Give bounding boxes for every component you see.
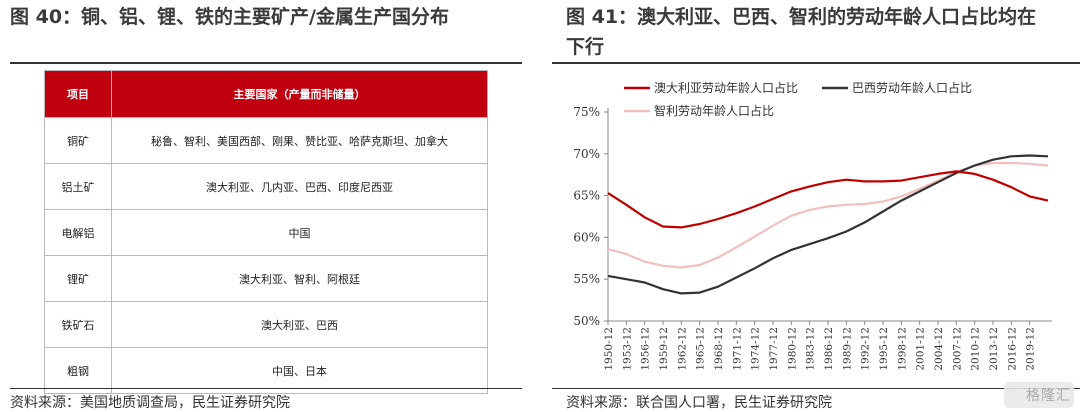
x-tick-label: 2016-12 (1006, 327, 1018, 371)
legend-brazil-label: 巴西劳动年龄人口占比 (852, 80, 972, 95)
x-tick-label: 2001-12 (915, 327, 927, 371)
x-tick-label: 1953-12 (621, 327, 633, 371)
x-tick-label: 1965-12 (695, 327, 707, 371)
row-item-cell: 粗钢 (44, 347, 112, 394)
y-tick-label: 55% (573, 272, 600, 286)
x-tick-label: 2010-12 (970, 327, 982, 371)
figure-40-bottom-rule (10, 388, 522, 389)
brazil-series-line (607, 154, 1049, 295)
figure-40-source: 资料来源：美国地质调查局，民生证券研究院 (10, 395, 290, 411)
x-tick-label: 1995-12 (878, 327, 890, 371)
x-tick-label: 2013-12 (988, 327, 1000, 371)
chile-series-line (607, 161, 1049, 269)
table-row: 粗钢 中国、日本 (44, 347, 488, 394)
table-header-row: 项目 主要国家（产量而非储量） (44, 70, 488, 118)
row-countries-cell: 澳大利亚、智利、阿根廷 (111, 255, 488, 302)
y-tick-label: 50% (573, 314, 600, 328)
row-countries-cell: 中国 (111, 209, 488, 256)
header-item: 项目 (44, 70, 112, 118)
row-countries-cell: 中国、日本 (111, 347, 488, 394)
x-tick-label: 1977-12 (768, 327, 780, 371)
australia-series-line (607, 170, 1049, 229)
table-row: 铜矿 秘鲁、智利、美国西部、刚果、赞比亚、哈萨克斯坦、加拿大 (44, 117, 488, 164)
table-row: 锂矿 澳大利亚、智利、阿根廷 (44, 255, 488, 302)
watermark-logo: 格隆汇 (1004, 382, 1074, 408)
legend-chile-label: 智利劳动年龄人口占比 (654, 103, 774, 118)
y-tick-label: 70% (573, 147, 600, 161)
row-item-cell: 铁矿石 (44, 301, 112, 348)
x-tick-label: 1998-12 (896, 327, 908, 371)
x-tick-label: 1968-12 (713, 327, 725, 371)
row-countries-cell: 澳大利亚、几内亚、巴西、印度尼西亚 (111, 163, 488, 210)
figure-41-title: 图 41：澳大利亚、巴西、智利的劳动年龄人口占比均在 下行 (566, 2, 1036, 62)
table-row: 铁矿石 澳大利亚、巴西 (44, 301, 488, 348)
y-tick-label: 75% (573, 105, 600, 119)
x-tick-label: 1950-12 (603, 327, 615, 371)
y-tick-label: 65% (573, 189, 600, 203)
minerals-table: 项目 主要国家（产量而非储量） 铜矿 秘鲁、智利、美国西部、刚果、赞比亚、哈萨克… (44, 70, 488, 394)
figure-41-title-line1: 图 41：澳大利亚、巴西、智利的劳动年龄人口占比均在 (566, 6, 1037, 28)
x-tick-label: 2007-12 (951, 327, 963, 371)
figure-41-top-rule (552, 62, 1080, 64)
x-tick-label: 1959-12 (658, 327, 670, 371)
x-tick-label: 1974-12 (750, 327, 762, 371)
watermark-text: 格隆汇 (1026, 388, 1071, 404)
row-countries-cell: 澳大利亚、巴西 (111, 301, 488, 348)
x-tick-label: 1962-12 (676, 327, 688, 371)
row-item-cell: 电解铝 (44, 209, 112, 256)
figure-41-title-line2: 下行 (566, 36, 605, 58)
y-tick-label: 60% (573, 230, 600, 244)
row-item-cell: 锂矿 (44, 255, 112, 302)
labor-share-line-chart: 50% 55% 60% 65% 70% 75% 1950-12 1953-12 1956-12 1… (573, 80, 1052, 371)
x-tick-label: 1986-12 (823, 327, 835, 371)
x-tick-label: 1956-12 (640, 327, 652, 371)
row-countries-cell: 秘鲁、智利、美国西部、刚果、赞比亚、哈萨克斯坦、加拿大 (111, 117, 488, 164)
x-tick-label: 2004-12 (933, 327, 945, 371)
header-countries: 主要国家（产量而非储量） (111, 70, 488, 118)
table-row: 铝土矿 澳大利亚、几内亚、巴西、印度尼西亚 (44, 163, 488, 210)
x-tick-label: 1992-12 (860, 327, 872, 371)
legend-australia-label: 澳大利亚劳动年龄人口占比 (654, 80, 798, 95)
x-tick-label: 2019-12 (1025, 327, 1037, 371)
x-tick-label: 1971-12 (731, 327, 743, 371)
row-item-cell: 铝土矿 (44, 163, 112, 210)
row-item-cell: 铜矿 (44, 117, 112, 164)
x-tick-label: 1980-12 (786, 327, 798, 371)
figure-40-title: 图 40：铜、铝、锂、铁的主要矿产/金属生产国分布 (10, 6, 449, 28)
x-tick-label: 1989-12 (841, 327, 853, 371)
table-row: 电解铝 中国 (44, 209, 488, 256)
figure-41-source: 资料来源：联合国人口署，民生证券研究院 (566, 395, 832, 411)
figure-40-top-rule (10, 62, 522, 64)
x-tick-label: 1983-12 (805, 327, 817, 371)
figure-41-bottom-rule (552, 388, 1080, 389)
